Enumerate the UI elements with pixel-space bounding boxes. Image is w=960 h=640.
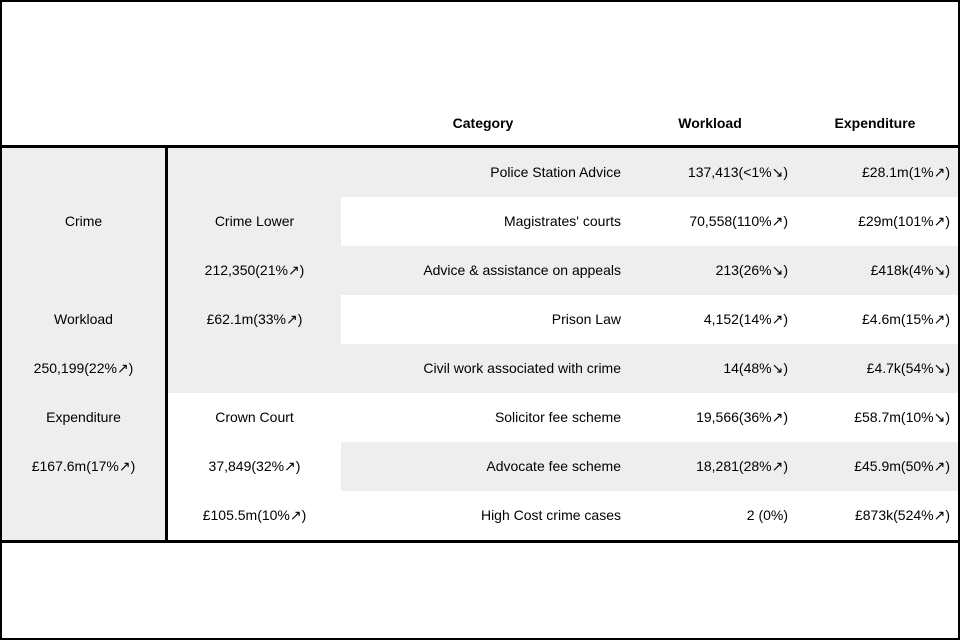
cell-expenditure: £58.7m(10%↘) (854, 409, 950, 425)
cell-category: Advocate fee scheme (486, 458, 621, 474)
cell-expenditure: £4.6m(15%↗) (862, 311, 950, 327)
table-row: Advocate fee scheme 18,281(28%↗) £45.9m(50… (341, 442, 958, 491)
crime-workload-label: Workload (54, 311, 113, 327)
group-divider-line (165, 145, 168, 543)
cell-workload: 19,566(36%↗) (696, 409, 788, 425)
cell-category: High Cost crime cases (480, 507, 621, 523)
crime-lower-expenditure-value: £62.1m(33%↗) (206, 311, 303, 327)
crime-lower-workload-value: 212,350(21%↗) (204, 262, 305, 278)
cell-workload: 4,152(14%↗) (703, 311, 788, 327)
crime-expenditure-value: £167.6m(17%↗) (31, 458, 136, 474)
cell-expenditure: £4.7k(54%↘) (866, 360, 950, 376)
cell-category: Civil work associated with crime (423, 360, 621, 376)
table-row: Magistrates' courts 70,558(110%↗) £29m(101… (341, 197, 958, 246)
crime-group-cell-background (2, 148, 165, 540)
crime-workload-value: 250,199(22%↗) (33, 360, 134, 376)
crime-lower-group-cell-background (168, 148, 341, 393)
cell-expenditure: £29m(101%↗) (858, 213, 950, 229)
cell-workload: 18,281(28%↗) (696, 458, 788, 474)
column-header-workload: Workload (678, 115, 742, 131)
cell-category: Police Station Advice (490, 164, 621, 180)
cell-expenditure: £873k(524%↗) (854, 507, 950, 523)
cell-workload: 2 (0%) (746, 507, 788, 523)
table-row: Solicitor fee scheme 19,566(36%↗) £58.7m(1… (341, 393, 958, 442)
crown-court-workload-value: 37,849(32%↗) (208, 458, 301, 474)
cell-expenditure: £418k(4%↘) (870, 262, 950, 278)
table-row: Police Station Advice 137,413(<1%↘) £28.1m… (341, 148, 958, 197)
table-row: High Cost crime cases 2 (0%) £873k(524%↗) (341, 491, 958, 540)
cell-expenditure: £45.9m(50%↗) (854, 458, 950, 474)
cell-category: Solicitor fee scheme (494, 409, 621, 425)
table-row: Advice & assistance on appeals 213(26%↘) £… (341, 246, 958, 295)
cell-category: Prison Law (551, 311, 621, 327)
table-row: Prison Law 4,152(14%↗) £4.6m(15%↗) (341, 295, 958, 344)
column-header-expenditure: Expenditure (834, 115, 916, 131)
table-row: Civil work associated with crime 14(48%↘)… (341, 344, 958, 393)
header-divider-line (0, 145, 960, 148)
crime-expenditure-label: Expenditure (46, 409, 121, 425)
table-bottom-line (0, 540, 960, 543)
cell-workload: 70,558(110%↗) (689, 213, 788, 229)
cell-category: Magistrates' courts (503, 213, 621, 229)
column-header-category: Category (452, 115, 514, 131)
crime-group-label: Crime (64, 213, 103, 229)
crime-lower-label: Crime Lower (214, 213, 295, 229)
cell-workload: 213(26%↘) (715, 262, 788, 278)
cell-workload: 14(48%↘) (723, 360, 788, 376)
cell-expenditure: £28.1m(1%↗) (862, 164, 950, 180)
cell-workload: 137,413(<1%↘) (687, 164, 788, 180)
cell-category: Advice & assistance on appeals (423, 262, 621, 278)
crown-court-expenditure-value: £105.5m(10%↗) (202, 507, 307, 523)
crown-court-label: Crown Court (215, 409, 294, 425)
